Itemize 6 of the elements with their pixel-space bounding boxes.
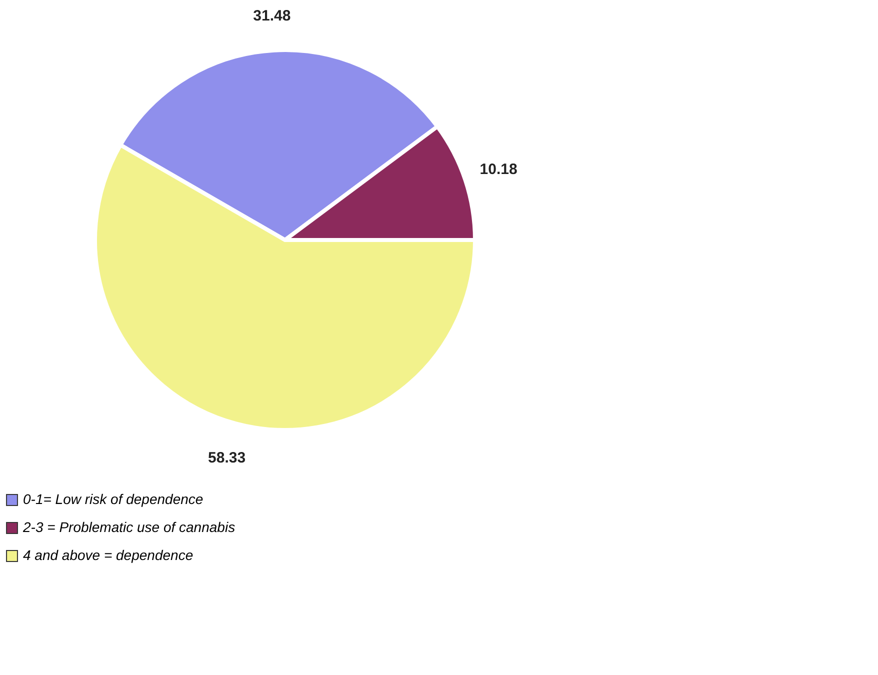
data-label: 10.18: [480, 161, 518, 178]
legend-label: 4 and above = dependence: [23, 547, 194, 563]
data-label: 31.48: [253, 7, 291, 24]
data-label: 58.33: [208, 449, 246, 466]
legend-label: 2-3 = Problematic use of cannabis: [22, 519, 236, 535]
legend-label: 0-1= Low risk of dependence: [23, 491, 204, 507]
